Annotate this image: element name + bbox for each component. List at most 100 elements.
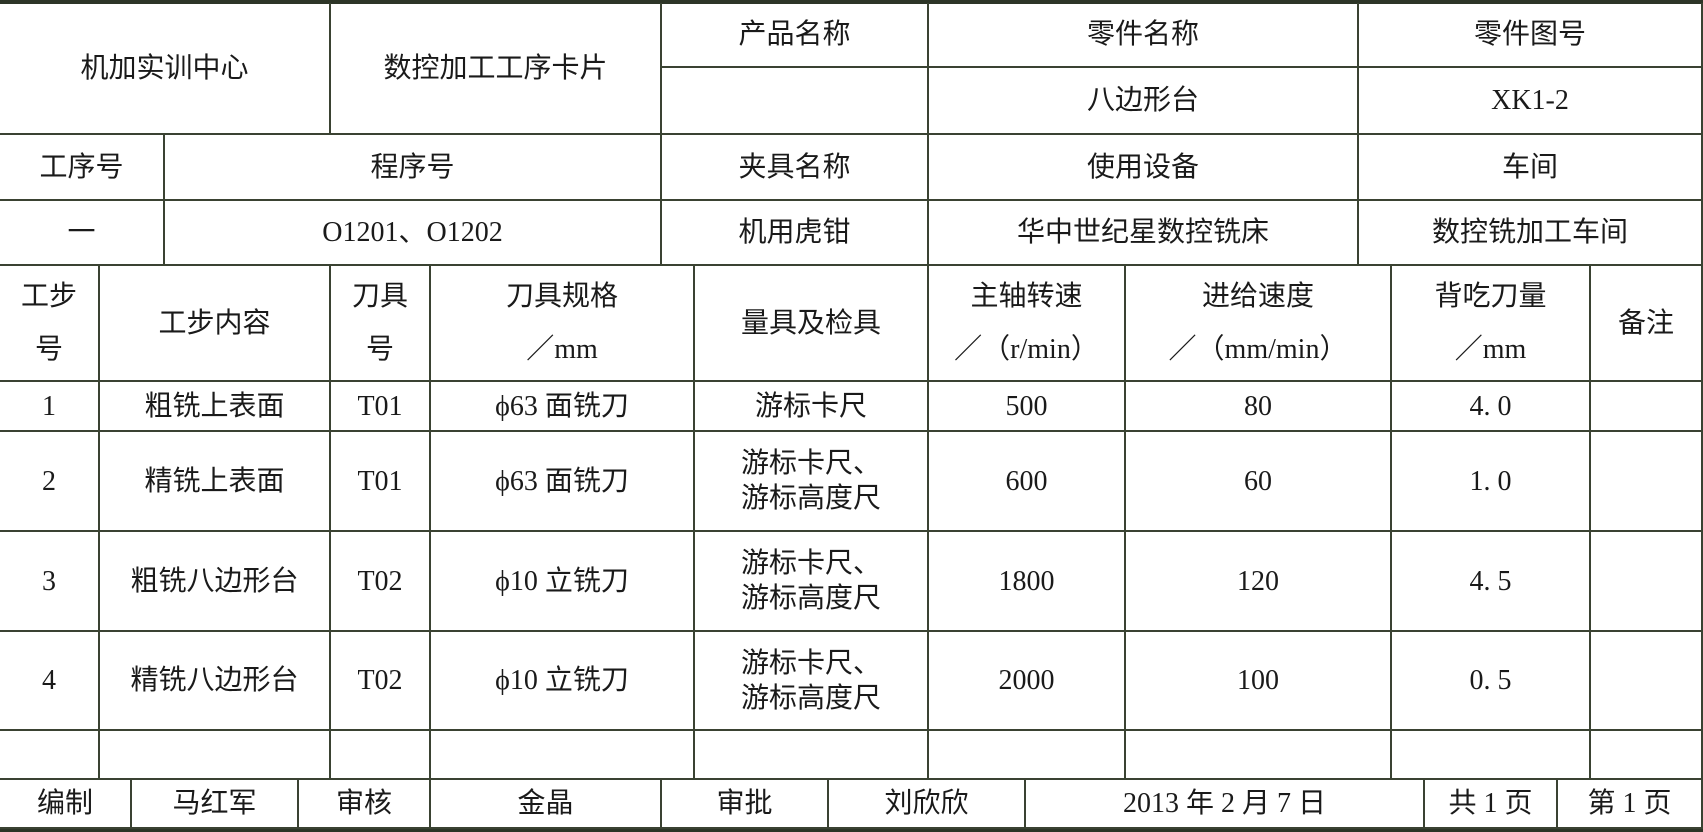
process-value: 数控铣加工车间 (1359, 201, 1703, 266)
step-row-cell-text: 精铣八边形台 (130, 665, 299, 696)
step-column-header: 刀具规格 ／mm (431, 266, 695, 382)
step-row-cell: 100 (1126, 632, 1392, 731)
part-name-label: 零件名称 (929, 3, 1359, 68)
part-no-value-text: XK1-2 (1491, 85, 1569, 116)
process-label: 使用设备 (929, 135, 1359, 201)
step-row-cell-text: 粗铣八边形台 (130, 565, 299, 597)
step-column-header-text-1: 背吃刀量 (1434, 281, 1547, 312)
step-row-cell (1591, 382, 1703, 432)
step-row-cell-text: 80 (1244, 390, 1272, 422)
process-value: 华中世纪星数控铣床 (929, 201, 1359, 266)
step-column-header-text: 工步内容 (158, 307, 271, 339)
step-row-cell-text: 2000 (998, 665, 1055, 696)
step-row-cell-text: 精铣上表面 (144, 465, 285, 497)
step-row-cell (1126, 731, 1392, 780)
step-row-cell-text: 游标卡尺、 游标高度尺 (740, 548, 881, 614)
step-row-cell-text: ϕ63 面铣刀 (495, 390, 629, 422)
step-row-cell (100, 731, 331, 780)
process-label: 车间 (1359, 135, 1703, 201)
footer-cell-text: 审核 (335, 788, 392, 819)
step-column-header-text-1: 刀具 (351, 281, 408, 312)
step-row-cell: 600 (929, 432, 1126, 532)
step-row-cell: ϕ63 面铣刀 (431, 382, 695, 432)
footer-cell-text: 马红军 (172, 788, 257, 819)
step-row-cell: 精铣八边形台 (100, 632, 331, 731)
process-value-text: O1201、O1202 (322, 217, 503, 248)
step-row-cell: 2000 (929, 632, 1126, 731)
step-row-cell-text: 4. 5 (1469, 565, 1512, 597)
step-row-cell: 精铣上表面 (100, 432, 331, 532)
org-name-text: 机加实训中心 (80, 52, 249, 84)
step-column-header-text-1: 主轴转速 (970, 281, 1083, 312)
step-row-cell-text: 游标卡尺 (754, 390, 867, 422)
step-row-cell: 2 (0, 432, 100, 532)
process-value-text: 华中世纪星数控铣床 (1016, 217, 1269, 248)
step-row-cell: 3 (0, 532, 100, 632)
process-label: 程序号 (165, 135, 662, 201)
step-column-header: 工步内容 (100, 266, 331, 382)
step-column-header-text: 备注 (1617, 307, 1674, 339)
step-row-cell (929, 731, 1126, 780)
step-row-cell: 4. 5 (1392, 532, 1591, 632)
footer-cell-text: 共 1 页 (1448, 788, 1533, 819)
process-value: O1201、O1202 (165, 201, 662, 266)
step-column-header: 进给速度 ／（mm/min） (1126, 266, 1392, 382)
step-row-cell-text: 4. 0 (1469, 390, 1512, 422)
process-value: 机用虎钳 (662, 201, 929, 266)
step-row-cell-text: 600 (1005, 465, 1048, 497)
step-row-cell-text: 游标卡尺、 游标高度尺 (740, 647, 881, 714)
process-label: 夹具名称 (662, 135, 929, 201)
footer-cell-text: 2013 年 2 月 7 日 (1122, 788, 1326, 819)
step-column-header-text-2: ／mm (526, 334, 598, 365)
process-value-text: 机用虎钳 (738, 217, 851, 248)
step-row-cell: 80 (1126, 382, 1392, 432)
step-column-header: 工步号 (0, 266, 100, 382)
step-row-cell: T02 (331, 532, 431, 632)
step-row-cell-text: 60 (1244, 465, 1272, 497)
step-row-cell-text: T02 (357, 665, 403, 696)
step-row-cell: 4. 0 (1392, 382, 1591, 432)
step-row-cell: 60 (1126, 432, 1392, 532)
step-row-cell: 粗铣八边形台 (100, 532, 331, 632)
process-label-text: 夹具名称 (738, 151, 851, 183)
step-row-cell (331, 731, 431, 780)
step-column-header-text-1: 工步 (20, 281, 77, 312)
step-row-cell: ϕ63 面铣刀 (431, 432, 695, 532)
step-row-cell-text: 2 (42, 465, 56, 497)
product-name-label: 产品名称 (662, 3, 929, 68)
footer-cell: 第 1 页 (1558, 780, 1703, 829)
step-row-cell: 1 (0, 382, 100, 432)
step-row-cell: 4 (0, 632, 100, 731)
footer-cell: 刘欣欣 (829, 780, 1026, 829)
step-row-cell: 游标卡尺 (695, 382, 929, 432)
step-row-cell (0, 731, 100, 780)
step-column-header: 量具及检具 (695, 266, 929, 382)
step-row-cell-text: 1. 0 (1469, 465, 1512, 497)
step-row-cell-text: 1800 (998, 565, 1055, 597)
footer-cell-text: 金晶 (517, 788, 574, 819)
step-row-cell: ϕ10 立铣刀 (431, 632, 695, 731)
process-value: 一 (0, 201, 165, 266)
org-name: 机加实训中心 (0, 3, 331, 135)
card-title: 数控加工工序卡片 (331, 3, 662, 135)
step-row-cell-text: 4 (42, 665, 56, 696)
step-row-cell: 500 (929, 382, 1126, 432)
part-name-value-text: 八边形台 (1086, 85, 1199, 116)
step-row-cell (1591, 432, 1703, 532)
product-name-value (662, 68, 929, 135)
step-column-header-text-1: 进给速度 (1201, 281, 1314, 312)
step-row-cell: T01 (331, 432, 431, 532)
part-no-value: XK1-2 (1359, 68, 1703, 135)
bottom-border (0, 828, 1703, 832)
step-row-cell-text: ϕ10 立铣刀 (495, 565, 629, 597)
step-row-cell: 粗铣上表面 (100, 382, 331, 432)
process-label-text: 工序号 (39, 151, 124, 183)
step-column-header: 备注 (1591, 266, 1703, 382)
process-label-text: 程序号 (370, 151, 455, 183)
step-row-cell-text: T01 (357, 390, 403, 422)
step-column-header-text-2: ／（r/min） (954, 334, 1099, 365)
footer-cell-text: 第 1 页 (1587, 788, 1672, 819)
process-value-text: 一 (67, 217, 96, 248)
step-row-cell (695, 731, 929, 780)
